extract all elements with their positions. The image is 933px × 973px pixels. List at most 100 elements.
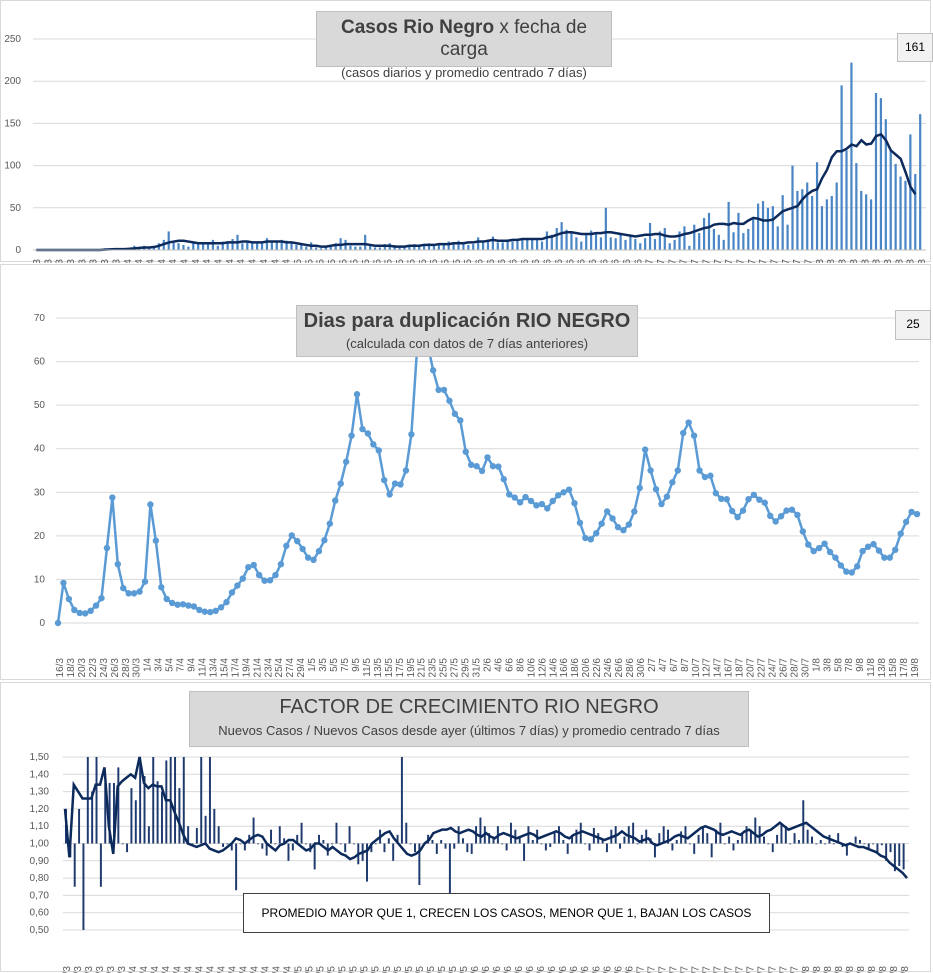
growth-subtitle: Nuevos Casos / Nuevos Casos desde ayer (…: [218, 723, 720, 738]
daily-cases-bar: [845, 150, 848, 250]
x-tick-label: 22/7: [758, 259, 769, 263]
doubling-chart-title: Dias para duplicación RIO NEGRO (calcula…: [296, 305, 638, 357]
daily-cases-bar: [216, 245, 219, 250]
x-tick-label: 9/8: [855, 658, 866, 672]
x-tick-label: 26/3: [95, 966, 106, 973]
growth-factor-bar: [235, 843, 238, 891]
growth-factor-bar: [697, 834, 700, 844]
x-tick-label: 7/8: [844, 658, 855, 672]
growth-factor-bar: [374, 843, 377, 845]
doubling-days-point: [98, 594, 105, 602]
doubling-days-point: [120, 584, 127, 592]
daily-cases-bar: [516, 239, 519, 250]
daily-cases-bar: [270, 241, 273, 250]
x-tick-label: 22/3: [88, 658, 99, 678]
doubling-days-point: [168, 599, 176, 607]
doubling-days-point: [125, 590, 132, 597]
doubling-title: Dias para duplicación RIO NEGRO: [303, 310, 631, 332]
x-tick-label: 7/5: [340, 658, 351, 672]
x-tick-label: 7/8: [834, 966, 845, 973]
daily-cases-bar: [260, 242, 264, 250]
growth-factor-bar: [854, 836, 857, 844]
growth-factor-bar: [174, 757, 177, 844]
growth-factor-bar: [440, 840, 443, 844]
x-tick-label: 17/5: [382, 966, 393, 973]
doubling-days-point: [848, 569, 855, 576]
growth-factor-bar: [780, 822, 783, 844]
x-tick-label: 1/4: [123, 259, 134, 263]
x-tick-label: 13/8: [877, 658, 888, 678]
doubling-days-point: [576, 519, 584, 526]
x-tick-label: 13/4: [194, 966, 205, 973]
growth-factor-bar: [815, 843, 818, 845]
x-tick-label: 19/4: [241, 658, 252, 678]
x-tick-label: 21/5: [417, 658, 428, 678]
daily-cases-bar: [368, 245, 372, 250]
doubling-days-point: [381, 476, 388, 484]
doubling-days-point: [310, 556, 317, 564]
daily-cases-bar: [285, 240, 288, 250]
doubling-days-point: [348, 432, 355, 439]
growth-factor-bar: [130, 788, 133, 844]
doubling-days-point: [870, 540, 877, 548]
growth-factor-bar: [636, 843, 639, 845]
growth-factor-bar: [243, 843, 246, 851]
doubling-subtitle: (calculada con datos de 7 días anteriore…: [345, 336, 589, 351]
growth-factor-bar: [160, 791, 163, 844]
daily-cases-bar: [899, 176, 902, 250]
doubling-days-point: [288, 532, 295, 539]
x-tick-label: 4/7: [658, 658, 669, 672]
daily-cases-bar: [359, 246, 362, 250]
x-tick-label: 18/7: [735, 658, 746, 678]
x-tick-label: 29/5: [452, 259, 463, 263]
daily-cases-bar: [786, 224, 789, 250]
growth-factor-chart: 0,50 0,60 0,70 0,80 0,90 1,00 1,10 1,20 1,30 1,40…: [30, 752, 911, 973]
daily-cases-bar: [776, 226, 779, 250]
x-tick-label: 28/7: [779, 966, 790, 973]
growth-factor-bar: [837, 833, 840, 844]
growth-factor-bar: [435, 843, 438, 854]
daily-cases-bar: [486, 239, 490, 250]
doubling-days-point: [103, 544, 111, 552]
growth-factor-bar: [749, 829, 752, 844]
growth-factor-bar: [339, 843, 342, 845]
x-tick-label: 4/6: [493, 658, 504, 672]
growth-factor-bar: [278, 826, 281, 844]
x-tick-label: 7/4: [161, 966, 172, 973]
doubling-days-point: [826, 548, 834, 556]
doubling-days-point: [794, 511, 801, 519]
growth-factor-bar: [108, 782, 111, 844]
x-tick-label: 2/6: [475, 259, 486, 263]
daily-cases-bar: [334, 243, 337, 250]
x-tick-label: 6/6: [504, 658, 515, 672]
daily-cases-bar: [383, 244, 386, 250]
x-tick-label: 8/7: [679, 259, 690, 263]
x-tick-label: 20/7: [747, 259, 758, 263]
growth-factor-bar: [147, 826, 150, 844]
y-tick-label: 50: [10, 203, 22, 214]
doubling-days-point: [266, 577, 274, 584]
growth-factor-bar: [226, 843, 229, 845]
y-tick-label: 0,60: [30, 908, 50, 919]
growth-factor-bar: [73, 843, 76, 887]
growth-factor-bar: [675, 840, 678, 844]
x-tick-label: 10/7: [679, 966, 690, 973]
growth-factor-title: FACTOR DE CRECIMIENTO RIO NEGRO Nuevos C…: [189, 691, 749, 747]
daily-cases-bar: [467, 244, 470, 250]
doubling-days-point: [391, 480, 399, 487]
growth-factor-bar: [191, 843, 194, 845]
growth-factor-bar: [562, 840, 565, 844]
daily-cases-bar: [614, 238, 617, 250]
x-tick-label: 22/3: [66, 259, 77, 263]
doubling-days-point: [902, 518, 910, 526]
daily-cases-bar: [526, 239, 529, 250]
daily-cases-bar: [147, 247, 151, 250]
growth-factor-bar: [728, 836, 731, 844]
growth-factor-bar: [584, 843, 587, 845]
x-tick-label: 6/6: [497, 259, 508, 263]
daily-cases-bar: [324, 245, 327, 250]
x-tick-label: 27/5: [450, 658, 461, 678]
x-tick-label: 18/6: [558, 966, 569, 973]
x-tick-label: 15/5: [371, 966, 382, 973]
doubling-days-point: [527, 497, 535, 505]
